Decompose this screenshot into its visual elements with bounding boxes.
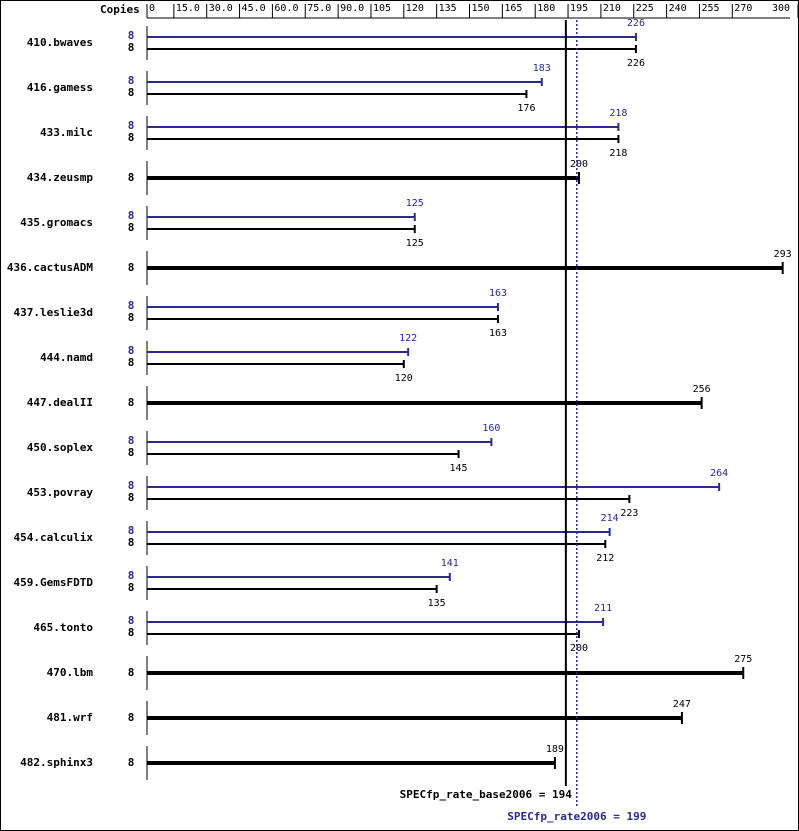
value-label: 214: [601, 513, 619, 524]
category-label: 453.povray: [27, 486, 94, 499]
copies-label: 8: [128, 666, 135, 679]
value-label: 176: [517, 103, 535, 114]
copies-label: 8: [128, 356, 135, 369]
value-label: 256: [693, 384, 711, 395]
value-label: 145: [450, 463, 468, 474]
copies-label: 8: [128, 221, 135, 234]
copies-label: 8: [128, 569, 135, 582]
x-tick-label: 30.0: [209, 3, 233, 14]
reference-label: SPECfp_rate2006 = 199: [507, 810, 646, 823]
category-label: 433.milc: [40, 126, 93, 139]
copies-label: 8: [128, 344, 135, 357]
value-label: 120: [395, 373, 413, 384]
copies-label: 8: [128, 711, 135, 724]
x-tick-label: 60.0: [274, 3, 298, 14]
x-tick-label: 45.0: [242, 3, 266, 14]
category-label: 481.wrf: [47, 711, 93, 724]
value-label: 135: [428, 598, 446, 609]
category-label: 410.bwaves: [27, 36, 93, 49]
category-label: 434.zeusmp: [27, 171, 94, 184]
copies-label: 8: [128, 29, 135, 42]
copies-label: 8: [128, 581, 135, 594]
value-label: 125: [406, 238, 424, 249]
x-tick-label: 195: [570, 3, 588, 14]
reference-label: SPECfp_rate_base2006 = 194: [400, 788, 573, 801]
copies-label: 8: [128, 491, 135, 504]
x-tick-label: 255: [701, 3, 719, 14]
value-label: 223: [620, 508, 638, 519]
value-label: 189: [546, 744, 564, 755]
x-tick-label: 165: [504, 3, 522, 14]
value-label: 275: [734, 654, 752, 665]
copies-label: 8: [128, 209, 135, 222]
x-tick-label: 300: [772, 3, 790, 14]
value-label: 125: [406, 198, 424, 209]
copies-label: 8: [128, 131, 135, 144]
category-label: 454.calculix: [14, 531, 94, 544]
category-label: 435.gromacs: [20, 216, 93, 229]
copies-label: 8: [128, 614, 135, 627]
copies-label: 8: [128, 171, 135, 184]
category-label: 465.tonto: [33, 621, 93, 634]
copies-label: 8: [128, 536, 135, 549]
value-label: 163: [489, 328, 507, 339]
value-label: 264: [710, 468, 728, 479]
copies-label: 8: [128, 446, 135, 459]
value-label: 160: [482, 423, 500, 434]
category-label: 470.lbm: [47, 666, 94, 679]
copies-label: 8: [128, 86, 135, 99]
copies-label: 8: [128, 626, 135, 639]
x-tick-label: 240: [669, 3, 687, 14]
copies-header: Copies: [100, 3, 140, 16]
category-label: 459.GemsFDTD: [14, 576, 94, 589]
value-label: 218: [609, 148, 627, 159]
category-label: 444.namd: [40, 351, 93, 364]
x-tick-label: 270: [734, 3, 752, 14]
copies-label: 8: [128, 119, 135, 132]
copies-label: 8: [128, 756, 135, 769]
x-tick-label: 180: [537, 3, 555, 14]
copies-label: 8: [128, 524, 135, 537]
category-label: 482.sphinx3: [20, 756, 93, 769]
category-label: 450.soplex: [27, 441, 94, 454]
x-tick-label: 90.0: [340, 3, 364, 14]
value-label: 226: [627, 58, 645, 69]
x-tick-label: 225: [636, 3, 654, 14]
copies-label: 8: [128, 41, 135, 54]
copies-label: 8: [128, 299, 135, 312]
value-label: 293: [774, 249, 792, 260]
value-label: 247: [673, 699, 691, 710]
copies-label: 8: [128, 479, 135, 492]
copies-label: 8: [128, 396, 135, 409]
x-tick-label: 120: [406, 3, 424, 14]
x-tick-label: 150: [472, 3, 490, 14]
copies-label: 8: [128, 74, 135, 87]
category-label: 416.gamess: [27, 81, 93, 94]
value-label: 183: [533, 63, 551, 74]
x-tick-label: 15.0: [176, 3, 200, 14]
copies-label: 8: [128, 261, 135, 274]
value-label: 212: [596, 553, 614, 564]
x-tick-label: 135: [439, 3, 457, 14]
copies-label: 8: [128, 434, 135, 447]
x-tick-label: 105: [373, 3, 391, 14]
value-label: 163: [489, 288, 507, 299]
x-tick-label: 75.0: [307, 3, 331, 14]
value-label: 211: [594, 603, 612, 614]
x-tick-label: 210: [603, 3, 621, 14]
value-label: 200: [570, 643, 588, 654]
x-tick-label: 0: [149, 3, 155, 14]
category-label: 436.cactusADM: [7, 261, 93, 274]
value-label: 141: [441, 558, 459, 569]
category-label: 447.dealII: [27, 396, 93, 409]
value-label: 122: [399, 333, 417, 344]
copies-label: 8: [128, 311, 135, 324]
value-label: 200: [570, 159, 588, 170]
value-label: 218: [609, 108, 627, 119]
value-label: 226: [627, 18, 645, 29]
category-label: 437.leslie3d: [14, 306, 93, 319]
